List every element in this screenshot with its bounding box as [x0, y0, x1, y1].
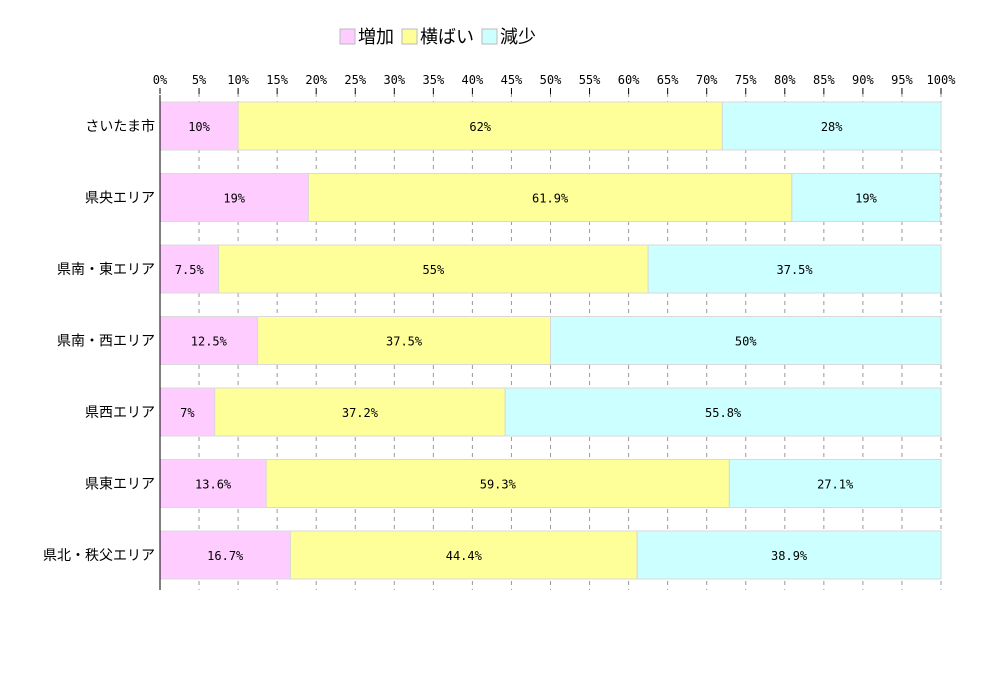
data-label: 37.5% — [386, 335, 423, 349]
data-label: 7% — [180, 406, 195, 420]
x-tick-label: 5% — [192, 73, 207, 87]
bar-row: 7.5% 55% 37.5% — [159, 244, 942, 294]
data-label: 37.2% — [342, 406, 379, 420]
bar-row: 19% 61.9% 19% — [159, 173, 941, 222]
bar-segment — [214, 387, 506, 437]
bar-segment — [257, 316, 551, 365]
data-label: 27.1% — [817, 478, 854, 492]
data-label: 28% — [821, 120, 843, 134]
bar-segment — [237, 101, 723, 151]
data-label: 37.5% — [777, 263, 814, 277]
data-label: 55% — [423, 263, 445, 277]
x-tick-label: 20% — [305, 73, 327, 87]
x-tick-label: 0% — [153, 73, 168, 87]
x-tick-label: 90% — [852, 73, 874, 87]
bar-segment — [636, 530, 942, 580]
bar-row: 10% 62% 28% — [159, 101, 942, 151]
legend: 増加 横ばい 減少 — [339, 27, 536, 48]
data-label: 38.9% — [771, 549, 808, 563]
x-tick-label: 50% — [540, 73, 562, 87]
data-label: 61.9% — [532, 192, 569, 206]
bar-row: 12.5% 37.5% 50% — [159, 316, 942, 365]
data-label: 55.8% — [705, 406, 742, 420]
category-label: さいたま市 — [85, 118, 155, 135]
x-axis-ticks: 0% 5% 10% 15% 20% 25% 30% 35% 40% 45% 50% 55% 60% 65%… — [153, 73, 956, 94]
data-label: 7.5% — [175, 263, 205, 277]
x-tick-label: 95% — [891, 73, 913, 87]
data-label: 19% — [855, 192, 877, 206]
category-label: 県東エリア — [85, 477, 155, 493]
x-tick-label: 45% — [501, 73, 523, 87]
bar-row: 13.6% 59.3% 27.1% — [159, 459, 942, 508]
data-label: 16.7% — [207, 549, 244, 563]
x-tick-label: 55% — [579, 73, 601, 87]
x-tick-label: 70% — [696, 73, 718, 87]
bar-segment — [550, 316, 942, 365]
data-label: 10% — [188, 120, 210, 134]
legend-swatch — [401, 28, 418, 45]
category-label: 県南・西エリア — [57, 334, 155, 350]
legend-label: 増加 — [358, 27, 394, 48]
bar-segment — [159, 244, 220, 294]
x-tick-label: 75% — [735, 73, 757, 87]
data-label: 50% — [735, 335, 757, 349]
x-tick-label: 35% — [423, 73, 445, 87]
x-tick-label: 40% — [462, 73, 484, 87]
x-tick-label: 25% — [344, 73, 366, 87]
bar-segment — [721, 101, 942, 151]
legend-item: 増加 — [339, 27, 394, 48]
bar-segment — [791, 173, 941, 222]
legend-item: 減少 — [481, 27, 536, 48]
bar-segment — [647, 244, 942, 294]
bars: 10% 62% 28% 19% 61.9% 19% 7.5% 55% 37.5% 12.5% 37.… — [159, 101, 942, 580]
data-label: 19% — [223, 192, 245, 206]
x-tick-label: 10% — [227, 73, 249, 87]
bar-segment — [159, 387, 216, 437]
category-label: 県北・秩父エリア — [43, 548, 155, 564]
x-tick-label: 85% — [813, 73, 835, 87]
legend-swatch — [339, 28, 356, 45]
data-label: 59.3% — [480, 478, 517, 492]
category-label: 県南・東エリア — [57, 262, 155, 278]
bar-segment — [289, 530, 638, 580]
category-label: 県央エリア — [85, 191, 155, 207]
legend-swatch — [481, 28, 498, 45]
x-tick-label: 100% — [927, 73, 957, 87]
x-tick-label: 65% — [657, 73, 679, 87]
bar-row: 7% 37.2% 55.8% — [159, 387, 942, 437]
x-tick-label: 15% — [266, 73, 288, 87]
bar-segment — [307, 173, 793, 222]
data-label: 62% — [469, 120, 491, 134]
bar-segment — [159, 530, 291, 580]
legend-label: 横ばい — [420, 27, 474, 48]
x-tick-label: 60% — [618, 73, 640, 87]
bar-row: 16.7% 44.4% 38.9% — [159, 530, 942, 580]
data-label: 13.6% — [195, 478, 232, 492]
legend-label: 減少 — [500, 27, 536, 48]
category-label: 県西エリア — [85, 405, 155, 421]
data-label: 44.4% — [446, 549, 483, 563]
data-label: 12.5% — [191, 335, 228, 349]
bar-segment — [504, 387, 942, 437]
legend-item: 横ばい — [401, 27, 474, 48]
x-tick-label: 30% — [383, 73, 405, 87]
bar-segment — [728, 459, 942, 508]
category-labels: さいたま市県央エリア県南・東エリア県南・西エリア県西エリア県東エリア県北・秩父エ… — [43, 118, 155, 564]
x-tick-label: 80% — [774, 73, 796, 87]
bar-segment — [265, 459, 730, 508]
